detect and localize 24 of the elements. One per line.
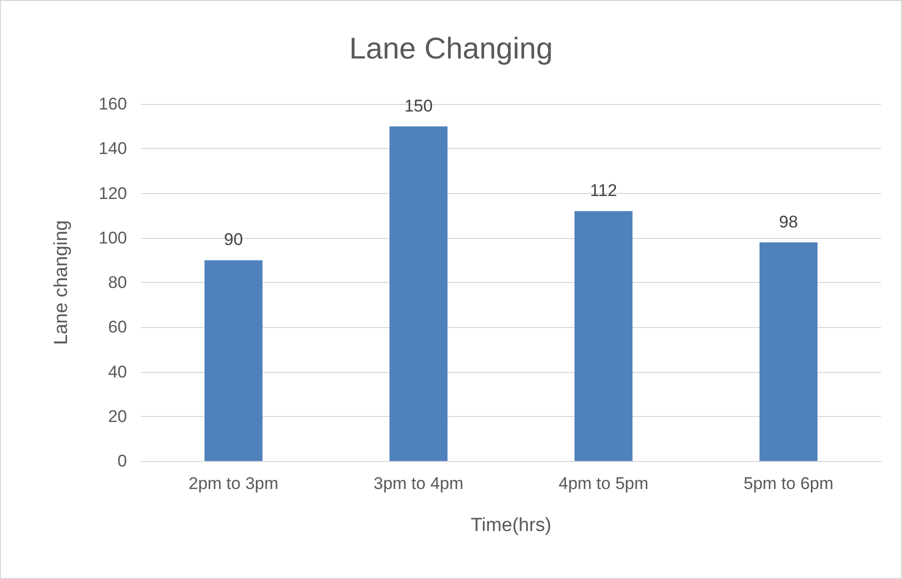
y-tick-label: 60 [108,318,127,337]
x-tick-label: 4pm to 5pm [558,474,648,493]
x-tick-label: 3pm to 4pm [374,474,464,493]
x-tick-label: 5pm to 6pm [744,474,834,493]
bar [574,211,632,461]
y-tick-label: 20 [108,406,127,426]
chart-title: Lane Changing [349,32,553,66]
data-label: 90 [224,230,243,250]
x-tick-label: 2pm to 3pm [188,474,278,493]
x-axis-title: Time(hrs) [470,515,552,536]
bar [760,242,818,461]
y-tick-label: 120 [98,184,127,203]
y-tick-label: 80 [108,273,127,292]
y-tick-label: 140 [98,139,127,158]
bar [390,126,448,461]
y-tick-label: 0 [118,452,127,470]
bar [204,260,262,461]
y-tick-label: 100 [98,228,127,248]
data-label: 98 [779,212,798,232]
y-tick-label: 160 [98,94,127,114]
y-axis-title: Lane changing [51,220,72,345]
data-label: 150 [404,96,433,116]
data-label: 112 [590,181,618,200]
y-tick-label: 40 [108,362,127,382]
